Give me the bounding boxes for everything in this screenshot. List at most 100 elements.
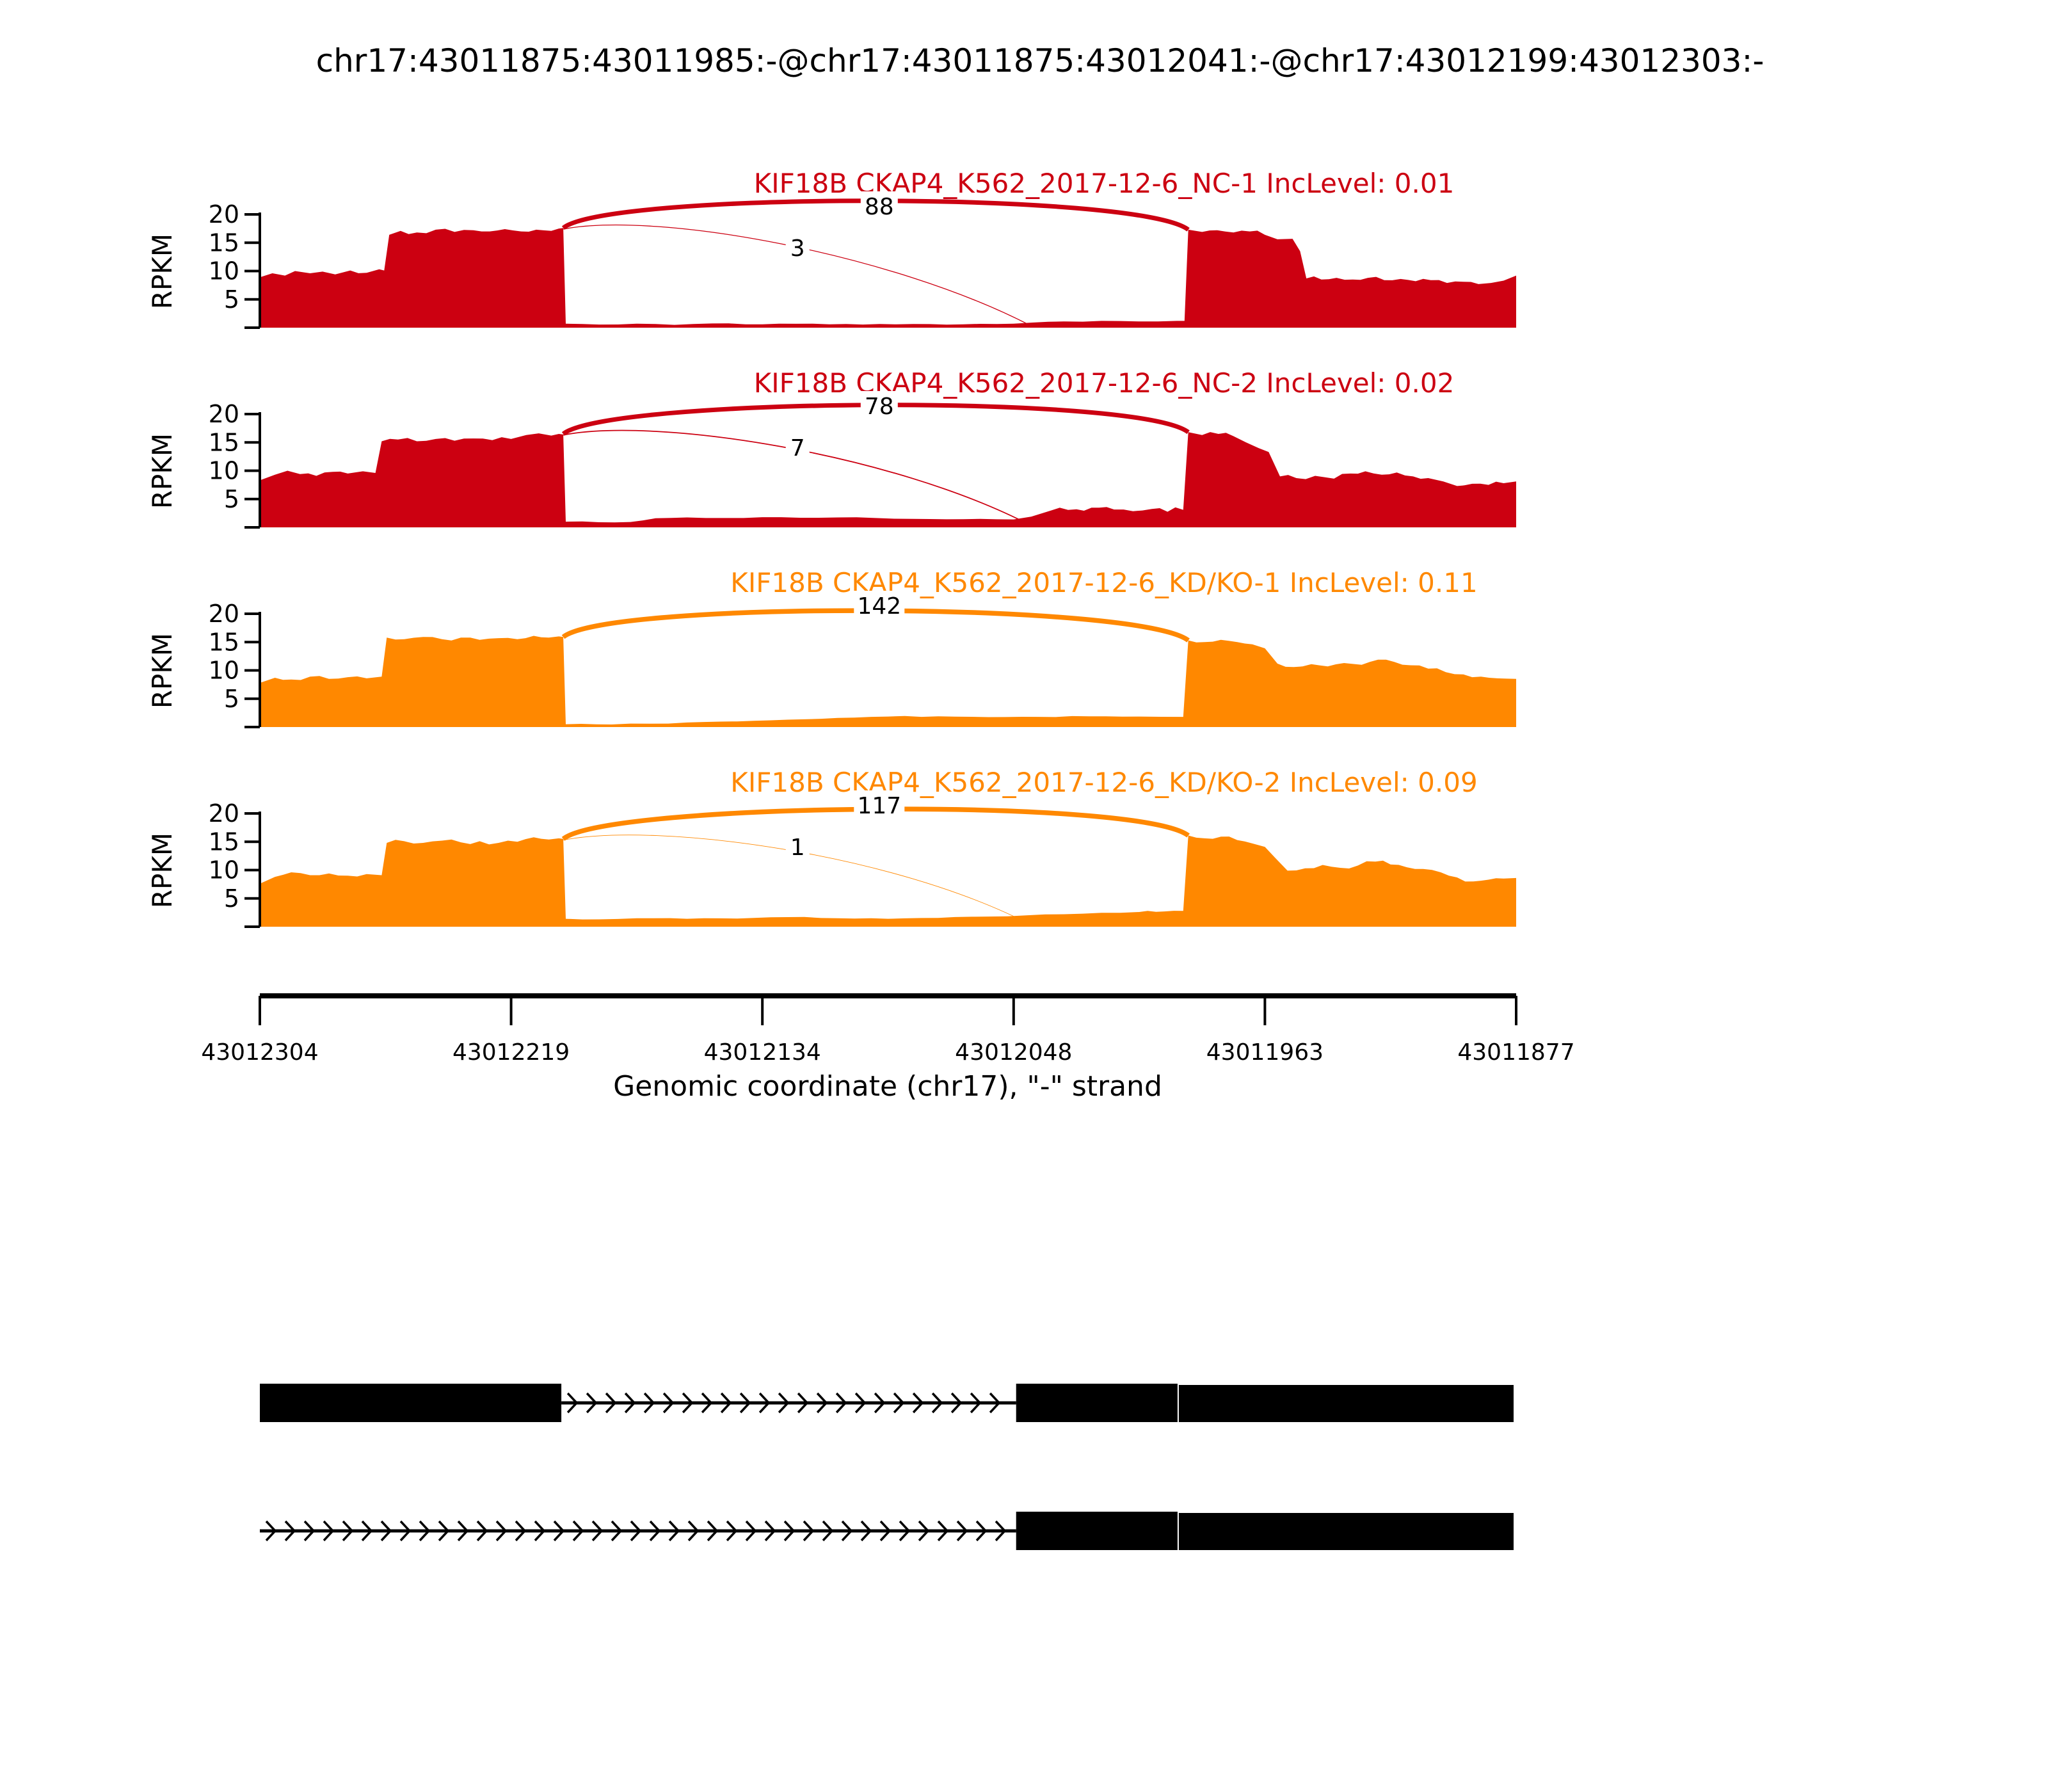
strand-arrow-icon (778, 1392, 790, 1414)
strand-arrow-icon (764, 1520, 776, 1542)
strand-arrow-icon (758, 1392, 771, 1414)
y-axis-label: RPKM (147, 433, 178, 509)
y-tick-label: 15 (209, 628, 239, 656)
y-tick-label: 20 (209, 799, 239, 828)
junction-count-bg (785, 433, 810, 462)
y-tick-label: 10 (209, 257, 239, 285)
strand-arrow-icon (399, 1520, 412, 1542)
strand-arrow-icon (624, 1392, 636, 1414)
strand-arrow-icon (495, 1520, 508, 1542)
strand-arrow-icon (893, 1392, 905, 1414)
strand-arrow-icon (950, 1392, 963, 1414)
strand-arrow-icon (912, 1392, 924, 1414)
strand-arrow-icon (438, 1520, 450, 1542)
strand-arrow-icon (630, 1520, 642, 1542)
strand-arrow-icon (879, 1520, 892, 1542)
strand-arrow-icon (803, 1520, 815, 1542)
strand-arrow-icon (816, 1392, 828, 1414)
strand-arrow-icon (854, 1392, 867, 1414)
strand-arrow-icon (284, 1520, 296, 1542)
strand-arrow-icon (956, 1520, 968, 1542)
junction-count-bg (854, 790, 905, 820)
exon-box (1178, 1385, 1514, 1422)
strand-arrow-icon (265, 1520, 277, 1542)
coverage-area (260, 636, 1516, 727)
junction-count-bg (785, 832, 810, 861)
y-tick-label: 15 (209, 828, 239, 856)
strand-arrow-icon (605, 1392, 617, 1414)
junction-arc (563, 429, 1032, 527)
junction-count-bg (854, 591, 905, 620)
strand-arrow-icon (682, 1392, 694, 1414)
y-tick-label: 15 (209, 428, 239, 456)
strand-arrow-icon (515, 1520, 527, 1542)
junction-arc (563, 835, 1032, 925)
strand-arrow-icon (739, 1392, 751, 1414)
strand-arrow-icon (572, 1520, 584, 1542)
x-tick-label: 43012048 (955, 1039, 1072, 1066)
strand-arrow-icon (975, 1520, 988, 1542)
strand-arrow-icon (707, 1520, 719, 1542)
strand-arrow-icon (745, 1520, 757, 1542)
strand-arrow-icon (586, 1392, 598, 1414)
strand-arrow-icon (874, 1392, 886, 1414)
y-tick-label: 10 (209, 657, 239, 685)
coverage-area (260, 835, 1516, 927)
strand-arrow-icon (649, 1520, 661, 1542)
y-tick-label: 20 (209, 400, 239, 428)
junction-count-bg (860, 191, 898, 221)
strand-arrow-icon (566, 1392, 579, 1414)
strand-arrow-icon (662, 1392, 675, 1414)
x-axis-title: Genomic coordinate (chr17), "-" strand (613, 1070, 1162, 1103)
strand-arrow-icon (720, 1392, 732, 1414)
strand-arrow-icon (476, 1520, 488, 1542)
strand-arrow-icon (970, 1392, 982, 1414)
junction-count: 88 (865, 194, 894, 220)
strand-arrow-icon (918, 1520, 930, 1542)
exon-box (260, 1384, 562, 1422)
y-tick-label: 15 (209, 228, 239, 257)
exon-box (1178, 1513, 1514, 1550)
strand-arrow-icon (899, 1520, 911, 1542)
y-tick-label: 5 (224, 884, 239, 913)
y-tick-label: 20 (209, 200, 239, 228)
strand-arrow-icon (553, 1520, 565, 1542)
strand-arrow-icon (841, 1520, 853, 1542)
exon-box (1016, 1512, 1178, 1550)
junction-count: 78 (865, 394, 894, 420)
strand-arrow-icon (361, 1520, 373, 1542)
strand-arrow-icon (380, 1520, 392, 1542)
junction-count-bg (785, 233, 810, 262)
strand-arrow-icon (931, 1392, 943, 1414)
strand-arrow-icon (611, 1520, 623, 1542)
x-tick-label: 43011877 (1457, 1039, 1574, 1066)
y-tick-label: 10 (209, 856, 239, 884)
strand-arrow-icon (303, 1520, 316, 1542)
strand-arrow-icon (342, 1520, 354, 1542)
strand-arrow-icon (797, 1392, 809, 1414)
y-axis-label: RPKM (147, 633, 178, 708)
strand-arrow-icon (726, 1520, 738, 1542)
junction-count: 1 (790, 835, 805, 861)
strand-arrow-icon (419, 1520, 431, 1542)
coverage-area (260, 228, 1516, 328)
x-tick-label: 43012134 (704, 1039, 821, 1066)
junction-count: 3 (790, 236, 805, 262)
junction-count: 142 (857, 593, 901, 620)
junction-count-bg (860, 391, 898, 420)
y-tick-label: 20 (209, 600, 239, 628)
junction-arc (563, 224, 1032, 326)
strand-arrow-icon (668, 1520, 680, 1542)
strand-arrow-icon (323, 1520, 335, 1542)
strand-arrow-icon (534, 1520, 546, 1542)
strand-arrow-icon (995, 1520, 1007, 1542)
x-tick-label: 43012219 (452, 1039, 570, 1066)
strand-arrow-icon (591, 1520, 604, 1542)
strand-arrow-icon (989, 1392, 1001, 1414)
coverage-area (260, 432, 1516, 527)
strand-arrow-icon (937, 1520, 949, 1542)
x-tick-label: 43011963 (1206, 1039, 1324, 1066)
y-tick-label: 5 (224, 285, 239, 314)
